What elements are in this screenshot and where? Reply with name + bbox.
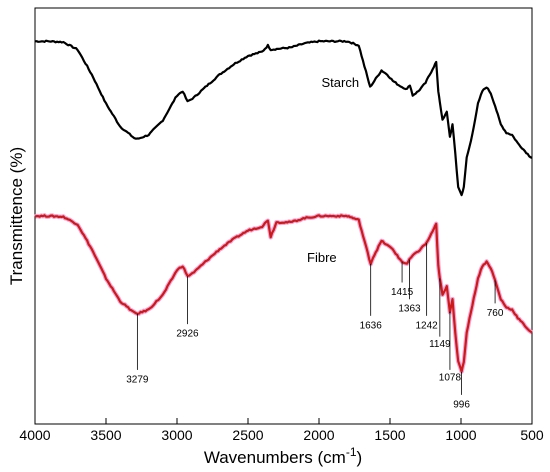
x-tick-label-2000: 2000 <box>303 427 334 443</box>
x-tick-label-2500: 2500 <box>232 427 263 443</box>
peak-label-760: 760 <box>487 308 504 319</box>
series-fibre-line <box>34 214 533 373</box>
peak-label-1149: 1149 <box>429 339 451 350</box>
series-label-layer: Starch Fibre <box>307 75 359 265</box>
x-axis-ticks: 4000 3500 3000 2500 2000 1500 1000 500 <box>19 418 544 443</box>
peak-label-1078: 1078 <box>439 372 462 383</box>
x-tick-label-4000: 4000 <box>19 427 50 443</box>
series-layer <box>34 39 534 374</box>
series-starch-line <box>34 39 533 197</box>
x-tick-label-1000: 1000 <box>445 427 476 443</box>
y-axis-title: Transmittence (%) <box>7 147 26 285</box>
x-tick-label-1500: 1500 <box>374 427 405 443</box>
peak-label-1636: 1636 <box>360 320 383 331</box>
peak-label-1242: 1242 <box>416 320 439 331</box>
peak-label-1415: 1415 <box>391 287 414 298</box>
peak-label-996: 996 <box>453 399 470 410</box>
series-label-fibre: Fibre <box>307 250 337 265</box>
x-tick-label-500: 500 <box>520 427 544 443</box>
peak-label-1363: 1363 <box>398 304 421 315</box>
x-tick-label-3000: 3000 <box>161 427 192 443</box>
x-axis-title: Wavenumbers (cm-1) <box>204 445 362 467</box>
annotation-layer: 3279 2926 1636 1415 1363 1242 1149 1078 996 760 <box>126 243 504 410</box>
peak-label-2926: 2926 <box>176 329 199 340</box>
peak-label-3279: 3279 <box>126 374 149 385</box>
x-tick-label-3500: 3500 <box>90 427 121 443</box>
series-label-starch: Starch <box>322 75 360 90</box>
